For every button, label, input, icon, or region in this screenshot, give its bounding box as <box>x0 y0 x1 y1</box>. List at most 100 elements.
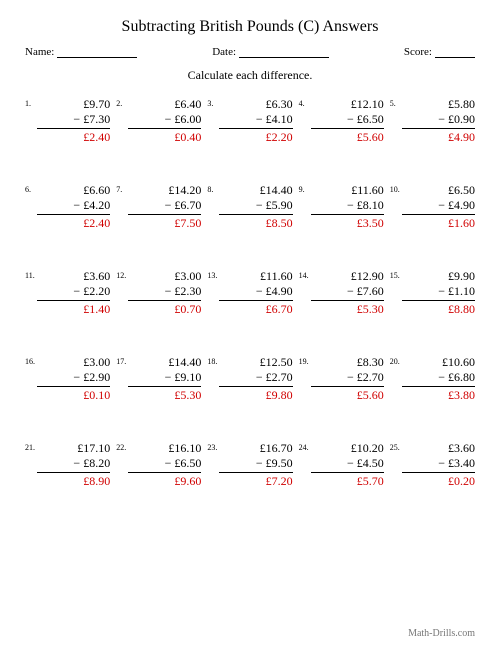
page-title: Subtracting British Pounds (C) Answers <box>25 18 475 36</box>
subtrahend-row: − £8.10 <box>311 198 384 213</box>
minuend: £16.10 <box>128 441 201 456</box>
minus-sign: − <box>256 456 266 471</box>
answer: £3.50 <box>311 216 384 231</box>
problem: 8.£14.40− £5.90£8.50 <box>207 183 292 231</box>
subtrahend-row: − £1.10 <box>402 284 475 299</box>
subtrahend-row: − £3.40 <box>402 456 475 471</box>
answer: £6.70 <box>219 302 292 317</box>
subtrahend: £2.20 <box>83 284 110 299</box>
minuend: £11.60 <box>311 183 384 198</box>
problem-number: 3. <box>207 97 219 108</box>
problem-number: 23. <box>207 441 219 452</box>
problem: 3.£6.30− £4.10£2.20 <box>207 97 292 145</box>
minuend: £6.40 <box>128 97 201 112</box>
problem: 13.£11.60− £4.90 £6.70 <box>207 269 292 317</box>
problem-stack: £11.60− £8.10 £3.50 <box>311 183 384 231</box>
subtrahend-row: − £8.20 <box>37 456 110 471</box>
minus-sign: − <box>438 198 448 213</box>
rule-line <box>402 128 475 129</box>
rule-line <box>128 300 201 301</box>
name-blank[interactable] <box>57 46 137 58</box>
rule-line <box>402 300 475 301</box>
minuend: £12.90 <box>311 269 384 284</box>
problem-number: 7. <box>116 183 128 194</box>
subtrahend-row: − £6.50 <box>311 112 384 127</box>
rule-line <box>402 214 475 215</box>
minus-sign: − <box>438 112 448 127</box>
date-field: Date: <box>212 46 329 58</box>
problem: 7.£14.20− £6.70£7.50 <box>116 183 201 231</box>
problem: 21.£17.10− £8.20£8.90 <box>25 441 110 489</box>
problem-stack: £16.70− £9.50£7.20 <box>219 441 292 489</box>
date-blank[interactable] <box>239 46 329 58</box>
minuend: £11.60 <box>219 269 292 284</box>
problem-number: 14. <box>299 269 311 280</box>
problem-stack: £3.00− £2.30£0.70 <box>128 269 201 317</box>
subtrahend-row: − £4.90 <box>219 284 292 299</box>
subtrahend-row: − £2.90 <box>37 370 110 385</box>
minuend: £9.90 <box>402 269 475 284</box>
score-blank[interactable] <box>435 46 475 58</box>
problem-stack: £8.30− £2.70£5.60 <box>311 355 384 403</box>
minuend: £6.50 <box>402 183 475 198</box>
subtrahend-row: − £2.20 <box>37 284 110 299</box>
subtrahend: £6.80 <box>448 370 475 385</box>
subtrahend-row: − £7.60 <box>311 284 384 299</box>
minus-sign: − <box>256 284 266 299</box>
subtrahend: £8.10 <box>357 198 384 213</box>
minus-sign: − <box>438 284 448 299</box>
answer: £0.20 <box>402 474 475 489</box>
problem-number: 16. <box>25 355 37 366</box>
problem-number: 2. <box>116 97 128 108</box>
problem: 25.£3.60− £3.40 £0.20 <box>390 441 475 489</box>
problem: 18.£12.50− £2.70£9.80 <box>207 355 292 403</box>
problem-number: 9. <box>299 183 311 194</box>
answer: £8.50 <box>219 216 292 231</box>
problem-number: 13. <box>207 269 219 280</box>
subtrahend: £2.70 <box>357 370 384 385</box>
instruction-text: Calculate each difference. <box>25 68 475 83</box>
answer: £5.60 <box>311 388 384 403</box>
subtrahend: £2.70 <box>266 370 293 385</box>
problem-number: 1. <box>25 97 37 108</box>
problems-grid: 1.£9.70− £7.30£2.402.£6.40− £6.00£0.403.… <box>25 97 475 489</box>
minus-sign: − <box>347 456 357 471</box>
footer-text: Math-Drills.com <box>408 628 475 639</box>
problem-stack: £12.90− £7.60£5.30 <box>311 269 384 317</box>
problem-stack: £16.10− £6.50£9.60 <box>128 441 201 489</box>
answer: £5.70 <box>311 474 384 489</box>
answer: £1.40 <box>37 302 110 317</box>
problem: 6.£6.60− £4.20£2.40 <box>25 183 110 231</box>
answer: £5.60 <box>311 130 384 145</box>
subtrahend: £7.60 <box>357 284 384 299</box>
problem-number: 8. <box>207 183 219 194</box>
minus-sign: − <box>73 112 83 127</box>
minus-sign: − <box>256 370 266 385</box>
problem-stack: £5.80− £0.90£4.90 <box>402 97 475 145</box>
subtrahend-row: − £9.50 <box>219 456 292 471</box>
minuend: £3.60 <box>402 441 475 456</box>
minus-sign: − <box>73 284 83 299</box>
name-label: Name: <box>25 46 54 58</box>
subtrahend: £6.00 <box>174 112 201 127</box>
problem: 16.£3.00− £2.90£0.10 <box>25 355 110 403</box>
minuend: £8.30 <box>311 355 384 370</box>
rule-line <box>219 472 292 473</box>
problem-stack: £3.00− £2.90£0.10 <box>37 355 110 403</box>
problem-number: 12. <box>116 269 128 280</box>
minus-sign: − <box>256 198 266 213</box>
answer: £2.40 <box>37 216 110 231</box>
answer: £0.40 <box>128 130 201 145</box>
score-label: Score: <box>404 46 432 58</box>
minuend: £16.70 <box>219 441 292 456</box>
rule-line <box>219 214 292 215</box>
subtrahend-row: − £4.90 <box>402 198 475 213</box>
answer: £0.70 <box>128 302 201 317</box>
problem-stack: £11.60− £4.90 £6.70 <box>219 269 292 317</box>
subtrahend-row: − £7.30 <box>37 112 110 127</box>
footer: Math-Drills.com <box>25 628 475 639</box>
problem-number: 25. <box>390 441 402 452</box>
problem-stack: £14.40− £9.10£5.30 <box>128 355 201 403</box>
subtrahend: £0.90 <box>448 112 475 127</box>
problem-number: 17. <box>116 355 128 366</box>
